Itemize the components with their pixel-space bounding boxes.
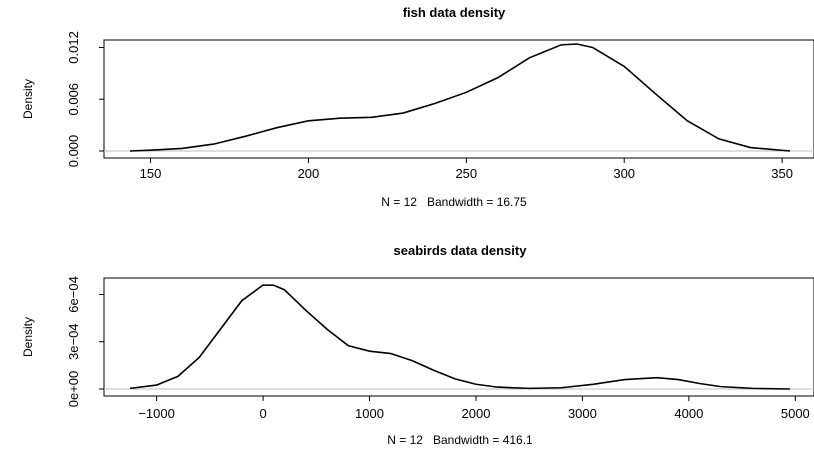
seabirds-plot-frame (103, 277, 814, 397)
seabirds-x-axis: −1000 0 1000 2000 3000 4000 5000 (138, 396, 810, 421)
seabirds-y-tick-label: 3e−04 (66, 323, 81, 360)
fish-x-tick-label: 300 (613, 166, 635, 181)
seabirds-y-tick-label: 0e+00 (66, 371, 81, 408)
fish-y-tick-label: 0.000 (66, 135, 81, 168)
seabirds-density-line (129, 284, 791, 390)
seabirds-x-tick-label: 4000 (674, 406, 703, 421)
fish-x-axis: 150 200 250 300 350 (140, 158, 793, 181)
seabirds-x-tick-label: 0 (259, 406, 266, 421)
seabirds-x-tick-label: 2000 (462, 406, 491, 421)
fish-x-axis-label: N = 12 Bandwidth = 16.75 (381, 195, 527, 209)
seabirds-y-tick-label: 6e−04 (66, 276, 81, 313)
fish-density-panel: fish data density 150 200 250 300 350 0.0000… (21, 5, 814, 209)
fish-density-line (129, 43, 791, 152)
seabirds-chart-title: seabirds data density (394, 243, 528, 258)
seabirds-x-tick-label: 1000 (355, 406, 384, 421)
fish-y-tick-label: 0.006 (66, 83, 81, 116)
fish-chart-title: fish data density (403, 5, 506, 20)
seabirds-x-tick-label: 3000 (568, 406, 597, 421)
seabirds-y-axis-label: Density (21, 317, 35, 357)
fish-x-tick-label: 350 (771, 166, 793, 181)
seabirds-y-axis: 0e+00 3e−04 6e−04 (66, 276, 104, 407)
seabirds-x-tick-label: 5000 (781, 406, 810, 421)
seabirds-density-panel: seabirds data density −1000 0 1000 2000 3000… (21, 243, 814, 447)
fish-y-axis-label: Density (21, 79, 35, 119)
fish-x-tick-label: 200 (298, 166, 320, 181)
fish-y-axis: 0.000 0.006 0.012 (66, 31, 104, 167)
seabirds-x-tick-label: −1000 (138, 406, 175, 421)
fish-plot-frame (103, 39, 814, 159)
fish-x-tick-label: 250 (455, 166, 477, 181)
seabirds-x-axis-label: N = 12 Bandwidth = 416.1 (387, 433, 533, 447)
fish-y-tick-label: 0.012 (66, 31, 81, 64)
fish-x-tick-label: 150 (140, 166, 162, 181)
